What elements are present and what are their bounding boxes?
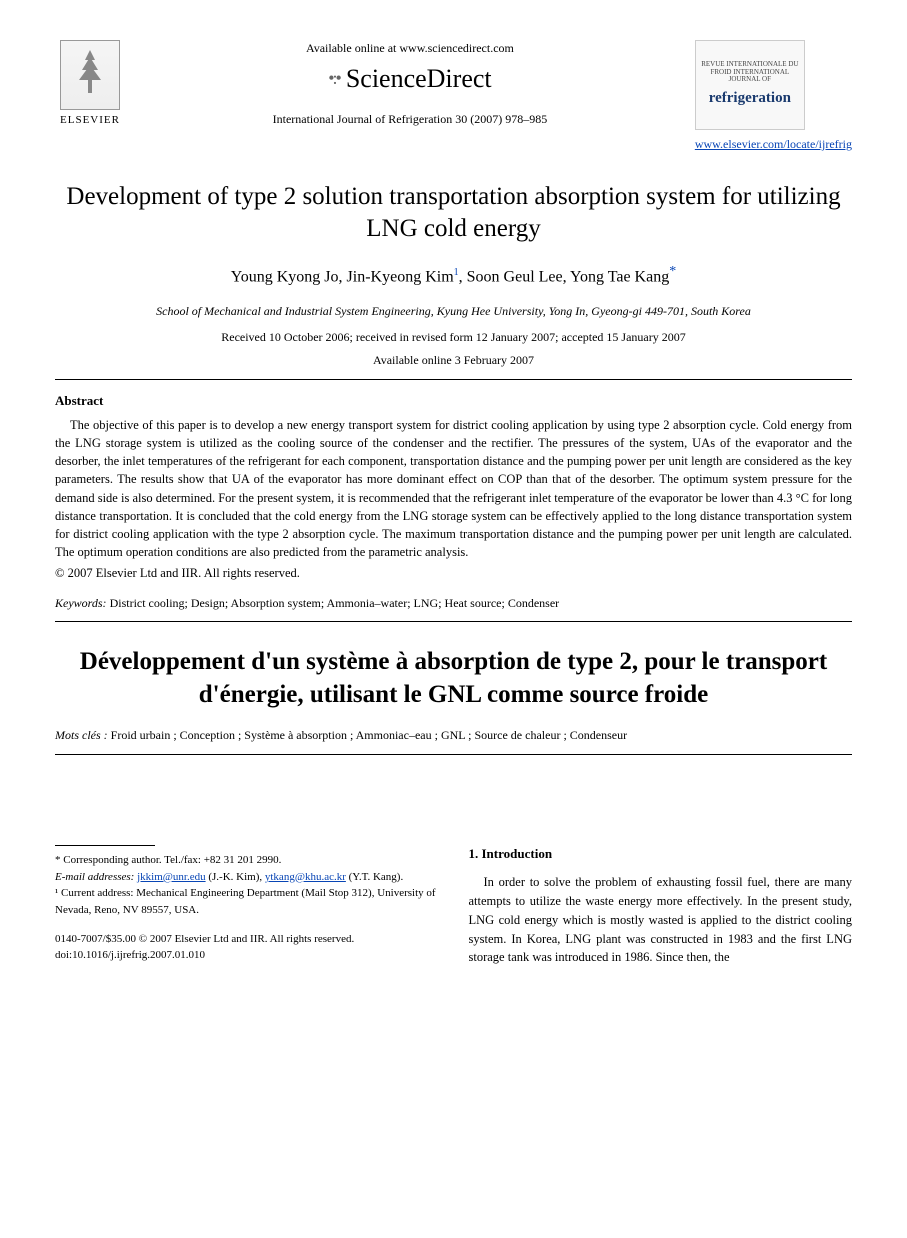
email-2-name: (Y.T. Kang). bbox=[346, 871, 403, 883]
intro-text: In order to solve the problem of exhaust… bbox=[469, 873, 853, 967]
email-1[interactable]: jkkim@unr.edu bbox=[137, 871, 206, 883]
mots-cles-line: Mots clés : Froid urbain ; Conception ; … bbox=[55, 727, 852, 744]
elsevier-tree-icon bbox=[60, 40, 120, 110]
email-2[interactable]: ytkang@khu.ac.kr bbox=[265, 871, 346, 883]
mots-text: Froid urbain ; Conception ; Système à ab… bbox=[108, 728, 627, 742]
author-corr-star[interactable]: * bbox=[669, 264, 676, 279]
email-line: E-mail addresses: jkkim@unr.edu (J.-K. K… bbox=[55, 869, 439, 886]
divider-mid bbox=[55, 621, 852, 622]
journal-cover: REVUE INTERNATIONALE DU FROID INTERNATIO… bbox=[695, 40, 805, 130]
keywords-text: District cooling; Design; Absorption sys… bbox=[107, 596, 560, 610]
authors-mid: , Soon Geul Lee, Yong Tae Kang bbox=[459, 268, 670, 285]
doi-block: 0140-7007/$35.00 © 2007 Elsevier Ltd and… bbox=[55, 932, 439, 963]
corresponding-author: * Corresponding author. Tel./fax: +82 31… bbox=[55, 852, 439, 869]
header-row: ELSEVIER Available online at www.science… bbox=[55, 40, 852, 153]
footnotes-column: * Corresponding author. Tel./fax: +82 31… bbox=[55, 845, 439, 967]
french-title: Développement d'un système à absorption … bbox=[55, 646, 852, 711]
intro-heading: 1. Introduction bbox=[469, 845, 853, 863]
abstract-heading: Abstract bbox=[55, 392, 852, 410]
footnote-1: ¹ Current address: Mechanical Engineerin… bbox=[55, 885, 439, 918]
abstract-text: The objective of this paper is to develo… bbox=[55, 416, 852, 561]
center-header: Available online at www.sciencedirect.co… bbox=[125, 40, 695, 128]
email-1-name: (J.-K. Kim), bbox=[206, 871, 265, 883]
abstract-copyright: © 2007 Elsevier Ltd and IIR. All rights … bbox=[55, 565, 852, 583]
sd-dots-icon: •:• bbox=[328, 66, 340, 91]
affiliation: School of Mechanical and Industrial Syst… bbox=[55, 303, 852, 320]
dates-line2: Available online 3 February 2007 bbox=[55, 352, 852, 369]
divider-bottom bbox=[55, 754, 852, 755]
authors-line: Young Kyong Jo, Jin-Kyeong Kim1, Soon Ge… bbox=[55, 262, 852, 289]
sciencedirect-logo: •:• ScienceDirect bbox=[328, 61, 491, 97]
cover-subtitle: REVUE INTERNATIONALE DU FROID INTERNATIO… bbox=[700, 61, 800, 84]
keywords-line: Keywords: District cooling; Design; Abso… bbox=[55, 595, 852, 612]
email-label: E-mail addresses: bbox=[55, 871, 134, 883]
divider-top bbox=[55, 379, 852, 380]
footnote-rule bbox=[55, 845, 155, 846]
article-title: Development of type 2 solution transport… bbox=[55, 181, 852, 246]
mots-label: Mots clés : bbox=[55, 728, 108, 742]
journal-cover-block: REVUE INTERNATIONALE DU FROID INTERNATIO… bbox=[695, 40, 852, 153]
locate-url[interactable]: www.elsevier.com/locate/ijrefrig bbox=[695, 137, 852, 151]
cover-title: refrigeration bbox=[709, 88, 791, 109]
intro-column: 1. Introduction In order to solve the pr… bbox=[469, 845, 853, 967]
elsevier-label: ELSEVIER bbox=[60, 113, 120, 128]
locate-link-wrap: www.elsevier.com/locate/ijrefrig bbox=[695, 136, 852, 153]
elsevier-logo: ELSEVIER bbox=[55, 40, 125, 128]
two-column-layout: * Corresponding author. Tel./fax: +82 31… bbox=[55, 845, 852, 967]
sciencedirect-text: ScienceDirect bbox=[346, 61, 492, 97]
dates-line1: Received 10 October 2006; received in re… bbox=[55, 329, 852, 346]
doi-line2: doi:10.1016/j.ijrefrig.2007.01.010 bbox=[55, 948, 439, 963]
available-online-text: Available online at www.sciencedirect.co… bbox=[145, 40, 675, 57]
authors-prefix: Young Kyong Jo, Jin-Kyeong Kim bbox=[231, 268, 454, 285]
keywords-label: Keywords: bbox=[55, 596, 107, 610]
doi-line1: 0140-7007/$35.00 © 2007 Elsevier Ltd and… bbox=[55, 932, 439, 947]
journal-citation: International Journal of Refrigeration 3… bbox=[145, 111, 675, 128]
